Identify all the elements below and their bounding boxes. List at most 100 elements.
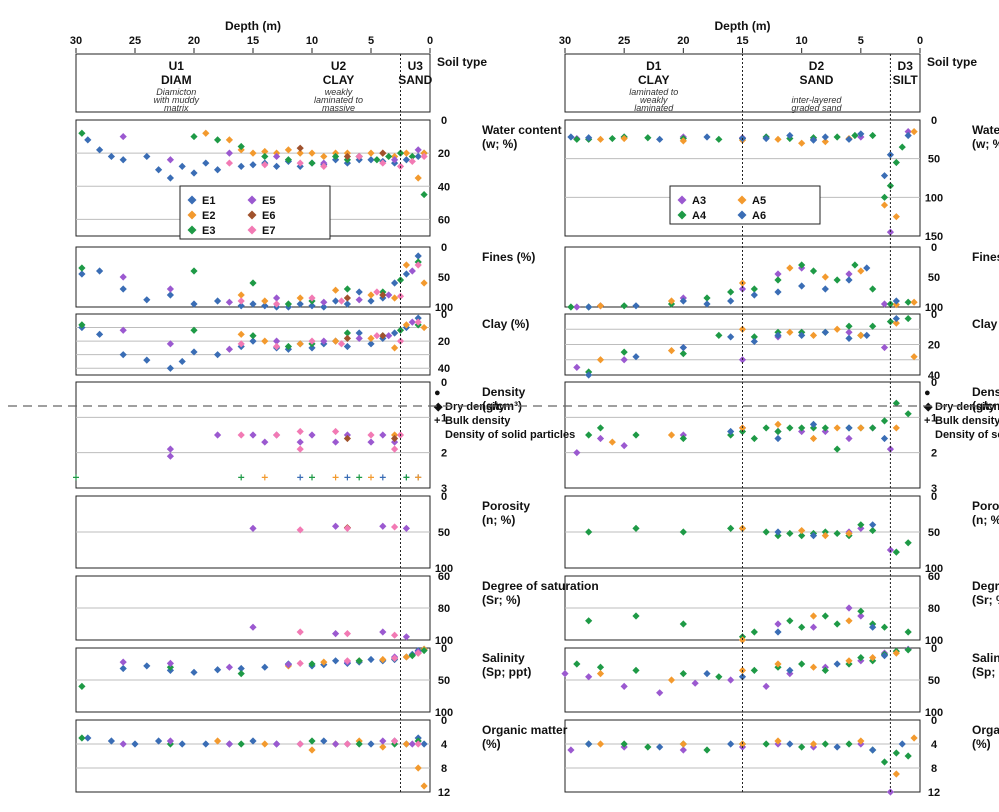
legend-label-E2: E2 xyxy=(202,210,215,222)
point-E3 xyxy=(78,129,86,137)
point-E1 xyxy=(155,737,163,745)
point-A6 xyxy=(703,133,711,141)
point-E7 xyxy=(308,337,316,345)
point-E5 xyxy=(166,156,174,164)
point-E2 xyxy=(402,321,410,329)
point-E5 xyxy=(119,326,127,334)
depth-tick-label: 0 xyxy=(427,35,433,47)
point-E3 xyxy=(166,663,174,671)
depth-tick-label: 10 xyxy=(796,35,808,47)
point-A3 xyxy=(845,604,853,612)
point-E5 xyxy=(225,740,233,748)
point-A4 xyxy=(809,267,818,275)
depth-axis-label: Depth (m) xyxy=(715,19,771,33)
point-E1 xyxy=(143,152,151,161)
point-E3 xyxy=(309,474,315,481)
point-A4 xyxy=(750,285,758,293)
point-E1 xyxy=(414,314,422,322)
value-tick-label: 0 xyxy=(441,643,447,655)
value-tick-label: 12 xyxy=(438,787,450,799)
point-A4 xyxy=(632,524,640,532)
point-A4 xyxy=(904,646,912,654)
density-legend-marker: + xyxy=(434,415,440,427)
value-tick-label: 80 xyxy=(928,603,940,615)
point-A4 xyxy=(679,620,687,628)
depth-tick-label: 25 xyxy=(618,35,630,47)
value-tick-label: 100 xyxy=(435,563,453,575)
value-tick-label: 100 xyxy=(925,635,943,647)
point-E1 xyxy=(119,351,127,359)
point-E3 xyxy=(308,660,316,668)
point-E7 xyxy=(237,431,245,439)
row-label-clay: Clay (%) xyxy=(482,317,529,331)
point-A5 xyxy=(596,740,605,748)
point-E1 xyxy=(166,291,174,299)
point-E6 xyxy=(343,334,351,342)
point-E2 xyxy=(379,743,387,751)
density-legend-marker: ● xyxy=(924,387,931,399)
point-A3 xyxy=(857,612,865,620)
point-E5 xyxy=(261,438,269,446)
point-E7 xyxy=(343,740,351,748)
row-label-salinity: Salinity xyxy=(972,651,999,665)
point-A5 xyxy=(774,660,782,668)
depth-tick-label: 5 xyxy=(858,35,864,47)
point-E7 xyxy=(396,292,405,300)
point-E7 xyxy=(337,297,346,305)
point-E3 xyxy=(214,136,222,144)
point-E5 xyxy=(320,298,328,306)
unit-type: SAND xyxy=(398,73,432,87)
point-A4 xyxy=(892,158,900,167)
row-label-salinity: Salinity xyxy=(482,651,525,665)
point-E5 xyxy=(385,291,393,299)
row-unit-porosity: (n; %) xyxy=(972,513,999,527)
density-legend-marker: ◆ xyxy=(433,401,443,413)
point-A4 xyxy=(703,746,711,754)
point-E7 xyxy=(396,337,405,345)
point-A4 xyxy=(632,666,640,674)
point-E2 xyxy=(296,149,304,157)
value-tick-label: 40 xyxy=(928,370,940,382)
point-E7 xyxy=(367,431,375,439)
point-E5 xyxy=(355,334,363,342)
point-A4 xyxy=(585,617,593,625)
row-label-fines: Fines (%) xyxy=(482,250,535,264)
point-E1 xyxy=(214,166,222,174)
point-E5 xyxy=(408,740,416,748)
point-E1 xyxy=(355,329,363,337)
point-E5 xyxy=(408,267,416,275)
point-A5 xyxy=(667,297,676,305)
row-label-organic: Organic matter xyxy=(972,723,999,737)
unit-description: graded sand xyxy=(791,103,842,113)
point-A3 xyxy=(880,300,889,308)
point-A4 xyxy=(715,673,723,681)
point-A4 xyxy=(880,758,889,766)
point-A5 xyxy=(667,431,676,439)
legend-box xyxy=(669,185,821,225)
point-A4 xyxy=(798,660,806,668)
point-A4 xyxy=(703,294,711,302)
value-tick-label: 0 xyxy=(441,377,447,389)
point-A6 xyxy=(845,135,853,143)
point-A4 xyxy=(821,612,829,620)
point-E1 xyxy=(308,302,316,310)
point-A5 xyxy=(880,201,889,209)
point-E5 xyxy=(308,431,316,439)
row-unit-salinity: (Sp; ppt) xyxy=(972,665,999,679)
point-E2 xyxy=(261,337,269,345)
point-A6 xyxy=(727,427,735,436)
point-A6 xyxy=(679,297,687,305)
point-E5 xyxy=(332,630,340,638)
density-legend-marker: + xyxy=(924,415,930,427)
point-E3 xyxy=(284,300,292,308)
point-E7 xyxy=(420,152,428,161)
point-E5 xyxy=(166,445,174,453)
point-A6 xyxy=(774,288,782,296)
point-A3 xyxy=(738,285,747,293)
point-E5 xyxy=(119,658,127,666)
point-E2 xyxy=(332,474,339,481)
value-tick-label: 4 xyxy=(441,739,448,751)
point-E1 xyxy=(214,351,222,359)
